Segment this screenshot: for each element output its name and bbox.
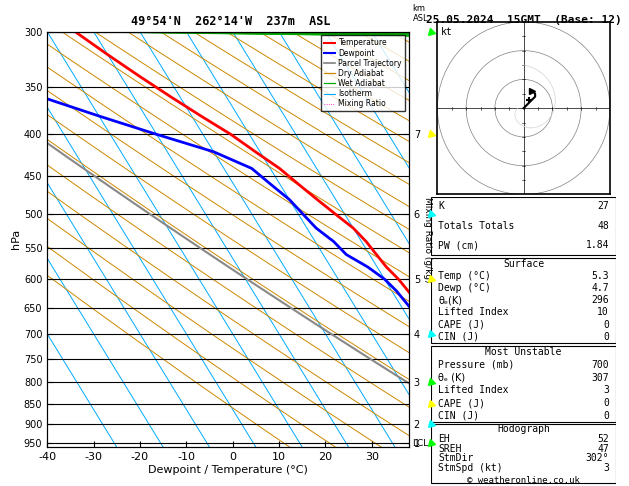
Text: CIN (J): CIN (J) [438, 411, 479, 421]
Text: θₑ (K): θₑ (K) [438, 373, 465, 382]
Text: EH: EH [438, 434, 450, 444]
Text: θₑ(K): θₑ(K) [438, 295, 462, 305]
Text: CIN (J): CIN (J) [438, 332, 479, 342]
Text: Pressure (mb): Pressure (mb) [438, 360, 515, 370]
Text: Surface: Surface [503, 259, 544, 269]
Bar [431, 424, 616, 483]
Text: Hodograph: Hodograph [497, 424, 550, 434]
Text: 5.3: 5.3 [591, 271, 609, 281]
Text: Temp (°C): Temp (°C) [438, 271, 491, 281]
Text: 52: 52 [598, 434, 609, 444]
Bar [431, 197, 616, 255]
Text: LCL: LCL [413, 439, 429, 448]
Text: 3: 3 [603, 385, 609, 396]
Text: 0: 0 [603, 320, 609, 330]
Text: K: K [438, 202, 444, 211]
Text: 0: 0 [603, 332, 609, 342]
Text: km
ASL: km ASL [413, 4, 428, 23]
Text: 0: 0 [603, 411, 609, 421]
Y-axis label: Mixing Ratio (g/kg): Mixing Ratio (g/kg) [423, 196, 431, 282]
Text: CAPE (J): CAPE (J) [438, 398, 486, 408]
Text: kt: kt [441, 27, 453, 37]
Text: 307: 307 [591, 373, 609, 382]
Text: StmDir: StmDir [438, 453, 474, 464]
Y-axis label: hPa: hPa [11, 229, 21, 249]
Text: Most Unstable: Most Unstable [486, 347, 562, 357]
Text: 1.84: 1.84 [586, 240, 609, 250]
Text: 47: 47 [598, 444, 609, 453]
Text: 4.7: 4.7 [591, 283, 609, 293]
Text: Dewp (°C): Dewp (°C) [438, 283, 491, 293]
Text: Totals Totals: Totals Totals [438, 221, 515, 231]
Text: Lifted Index: Lifted Index [438, 385, 509, 396]
Text: 49°54'N  262°14'W  237m  ASL: 49°54'N 262°14'W 237m ASL [131, 15, 331, 28]
Text: PW (cm): PW (cm) [438, 240, 479, 250]
Text: 3: 3 [603, 463, 609, 473]
Text: 48: 48 [598, 221, 609, 231]
Bar [431, 258, 616, 343]
Text: StmSpd (kt): StmSpd (kt) [438, 463, 503, 473]
Text: 25.05.2024  15GMT  (Base: 12): 25.05.2024 15GMT (Base: 12) [426, 15, 621, 25]
Text: © weatheronline.co.uk: © weatheronline.co.uk [467, 476, 580, 485]
Bar [431, 346, 616, 422]
Text: 700: 700 [591, 360, 609, 370]
Legend: Temperature, Dewpoint, Parcel Trajectory, Dry Adiabat, Wet Adiabat, Isotherm, Mi: Temperature, Dewpoint, Parcel Trajectory… [321, 35, 405, 111]
Text: 296: 296 [591, 295, 609, 305]
Text: 27: 27 [598, 202, 609, 211]
Text: 302°: 302° [586, 453, 609, 464]
Text: 0: 0 [603, 398, 609, 408]
Text: CAPE (J): CAPE (J) [438, 320, 486, 330]
Text: Lifted Index: Lifted Index [438, 307, 509, 317]
Text: SREH: SREH [438, 444, 462, 453]
X-axis label: Dewpoint / Temperature (°C): Dewpoint / Temperature (°C) [148, 465, 308, 475]
Text: 10: 10 [598, 307, 609, 317]
